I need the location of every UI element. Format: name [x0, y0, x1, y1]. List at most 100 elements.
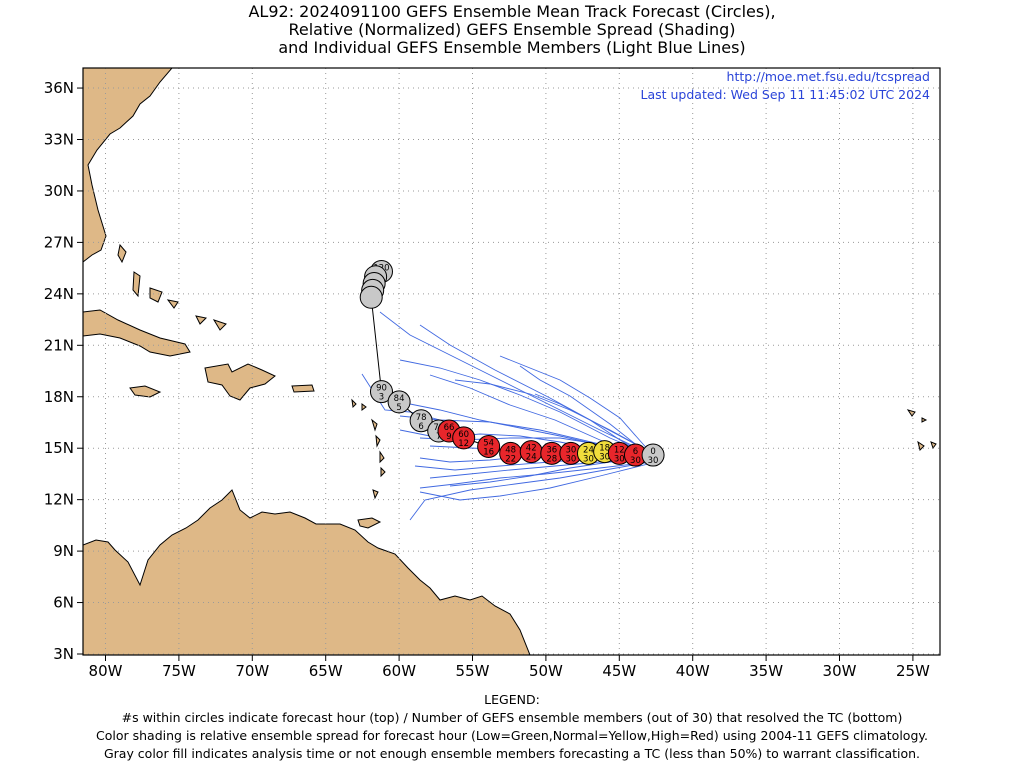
forecast-hour: 54	[483, 438, 494, 448]
member-count: 30	[599, 453, 610, 463]
ensemble-member-tracks	[361, 311, 651, 521]
forecast-hour: 84	[394, 394, 405, 404]
forecast-hour: 78	[416, 413, 427, 423]
member-count: 5	[396, 403, 401, 413]
y-tick-label: 21N	[44, 336, 74, 354]
legend-line3: Gray color fill indicates analysis time …	[103, 746, 921, 761]
y-tick-label: 12N	[44, 491, 74, 509]
x-tick-label: 65W	[309, 662, 343, 680]
x-tick-label: 60W	[382, 662, 416, 680]
track-point: 630	[623, 443, 647, 467]
x-tick-label: 30W	[823, 662, 857, 680]
y-tick-label: 30N	[44, 182, 74, 200]
lesser-antilles	[351, 398, 386, 500]
member-count: 28	[546, 454, 557, 464]
x-tick-label: 45W	[602, 662, 636, 680]
forecast-hour: 12	[614, 445, 625, 455]
map-title-line1: AL92: 2024091100 GEFS Ensemble Mean Trac…	[248, 2, 776, 21]
x-tick-label: 50W	[529, 662, 563, 680]
y-tick-label: 6N	[53, 594, 74, 612]
south-america	[83, 489, 531, 655]
member-count: 6	[418, 422, 423, 432]
track-map: 1201903845786727669601254164822422436283…	[44, 67, 941, 680]
y-tick-label: 18N	[44, 388, 74, 406]
track-circle	[369, 380, 393, 404]
track-circle	[477, 434, 501, 458]
y-tick-label: 3N	[53, 645, 74, 663]
x-tick-label: 25W	[896, 662, 930, 680]
legend-line2: Color shading is relative ensemble sprea…	[96, 728, 928, 743]
track-point: 903	[369, 380, 393, 404]
forecast-hour: 24	[583, 445, 594, 455]
x-tick-label: 40W	[676, 662, 710, 680]
trinidad	[357, 517, 382, 529]
track-circle	[409, 409, 433, 433]
member-track	[454, 379, 651, 453]
x-tick-label: 80W	[89, 662, 123, 680]
forecast-hour: 42	[526, 444, 537, 454]
member-track	[409, 461, 651, 521]
legend-heading: LEGEND:	[484, 692, 540, 707]
hispaniola	[204, 363, 276, 401]
map-title-line2: Relative (Normalized) GEFS Ensemble Spre…	[288, 20, 736, 39]
source-url[interactable]: http://moe.met.fsu.edu/tcspread	[727, 69, 930, 84]
member-track	[379, 311, 651, 455]
track-circle	[641, 443, 665, 467]
y-tick-label: 24N	[44, 285, 74, 303]
member-track	[519, 365, 649, 455]
member-count: 7	[436, 432, 441, 442]
member-count: 30	[583, 454, 594, 464]
track-circle	[387, 390, 411, 414]
forecast-hour: 48	[505, 445, 516, 455]
member-track	[419, 324, 651, 453]
forecast-hour: 30	[565, 445, 576, 455]
y-tick-label: 15N	[44, 439, 74, 457]
puerto-rico	[291, 384, 315, 393]
forecast-hour: 36	[546, 445, 557, 455]
cape-verde	[906, 409, 937, 451]
member-count: 30	[648, 456, 659, 466]
x-tick-label: 55W	[456, 662, 490, 680]
forecast-hour: 66	[444, 423, 455, 433]
member-track	[419, 461, 651, 489]
forecast-hour: 0	[650, 447, 655, 457]
y-tick-label: 27N	[44, 233, 74, 251]
forecast-hour: 6	[633, 447, 638, 457]
jamaica	[129, 385, 162, 398]
y-tick-label: 33N	[44, 131, 74, 149]
us-east-coast	[83, 68, 173, 263]
member-count: 30	[630, 456, 641, 466]
member-count: 9	[446, 432, 451, 442]
plot-frame	[82, 67, 941, 656]
x-tick-label: 35W	[749, 662, 783, 680]
land-masses	[83, 68, 937, 655]
cuba	[83, 309, 191, 357]
member-count: 30	[614, 454, 625, 464]
member-count: 12	[458, 439, 469, 449]
x-axis: 80W 75W 70W 65W 60W 55W 50W 45W 40W 35W 30W 25W	[89, 655, 930, 680]
member-count: 24	[526, 453, 537, 463]
x-tick-label: 75W	[162, 662, 196, 680]
track-point: 030	[641, 443, 665, 467]
track-circle	[452, 426, 476, 450]
x-tick-label: 70W	[235, 662, 269, 680]
forecast-hour: 90	[376, 384, 387, 394]
legend-line1: #s within circles indicate forecast hour…	[121, 710, 903, 725]
track-point	[359, 285, 383, 309]
member-count: 3	[379, 393, 384, 403]
forecast-hour: 60	[458, 430, 469, 440]
member-track	[499, 355, 651, 453]
member-count: 16	[483, 447, 494, 457]
y-axis: 36N 33N 30N 27N 24N 21N 18N 15N 12N 9N 6N 3N	[44, 79, 83, 663]
member-count: 22	[505, 454, 516, 464]
y-tick-label: 9N	[53, 542, 74, 560]
bahamas	[117, 243, 227, 331]
last-updated: Last updated: Wed Sep 11 11:45:02 UTC 20…	[641, 87, 931, 102]
member-track	[419, 463, 649, 501]
y-tick-label: 36N	[44, 79, 74, 97]
